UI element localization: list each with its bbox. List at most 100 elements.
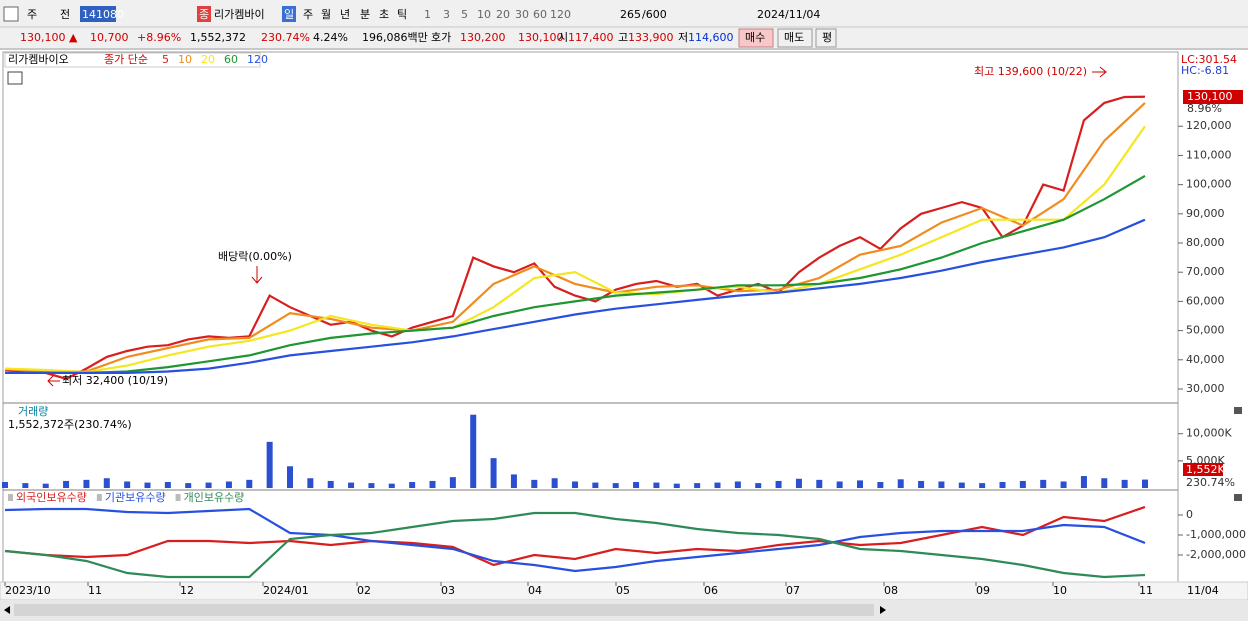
volume-bar [42, 483, 49, 488]
legend-item: 5 [162, 53, 169, 66]
volume-bar [185, 483, 192, 488]
scroll-thumb[interactable] [14, 604, 874, 616]
right-label: 1,552K [1186, 463, 1225, 476]
volume-bar [429, 480, 436, 488]
volume-bar [83, 479, 90, 488]
chart-title: 리가켐바이오 [8, 53, 69, 66]
volume-bar [673, 483, 680, 488]
y-tick-label: 60,000 [1186, 294, 1225, 307]
volume-bar [205, 482, 212, 488]
legend-icon [8, 494, 13, 501]
toolbar-item[interactable]: 초 [379, 8, 389, 21]
toolbar-item[interactable]: 2024/11/04 [757, 8, 820, 21]
panel-icon[interactable] [7, 71, 23, 85]
volume-bar [795, 478, 802, 488]
volume-bar [958, 482, 965, 488]
toolbar-item[interactable]: 전 [60, 8, 70, 21]
volume-bar [877, 482, 884, 488]
y-tick-label: -2,000,000 [1186, 548, 1246, 561]
buy-button[interactable] [738, 28, 774, 48]
toolbar-highlight [80, 6, 116, 22]
legend-item: 20 [201, 53, 215, 66]
panel-close[interactable] [1234, 494, 1242, 501]
toolbar-item[interactable]: 5 [461, 8, 468, 21]
y-tick-label: 110,000 [1186, 148, 1232, 161]
panel-close[interactable] [1234, 407, 1242, 414]
volume-bar [1101, 478, 1108, 488]
volume-bar [124, 481, 131, 488]
legend-item: 10 [178, 53, 192, 66]
annotation: 최고 139,600 (10/22) [974, 65, 1087, 78]
toolbar-item[interactable]: 분 [360, 8, 370, 21]
info-item: 10,700 [90, 31, 129, 44]
volume-bar [1040, 479, 1047, 488]
toolbar-item[interactable]: 주 [303, 8, 313, 21]
info-item: +8.96% [137, 31, 181, 44]
volume-bar [348, 482, 355, 488]
menu-icon[interactable] [3, 6, 19, 22]
volume-bar [388, 483, 395, 488]
x-tick-label: 02 [357, 584, 371, 597]
toolbar-item[interactable]: 월 [321, 8, 331, 21]
toolbar-item[interactable]: 년 [340, 8, 350, 21]
toolbar-item[interactable]: 주 [27, 8, 37, 21]
info-item: 1,552,372 [190, 31, 246, 44]
toolbar-item[interactable]: 265 [620, 8, 641, 21]
x-current-label: 11/04 [1187, 584, 1219, 597]
button[interactable] [815, 28, 837, 48]
x-tick-label: 08 [884, 584, 898, 597]
x-tick-label: 09 [976, 584, 990, 597]
legend-item: 60 [224, 53, 238, 66]
volume-bar [1060, 481, 1067, 488]
right-label: HC:-6.81 [1181, 64, 1229, 77]
volume-bar [2, 482, 8, 488]
volume-bar [266, 441, 273, 488]
toolbar-item[interactable]: 30 [515, 8, 529, 21]
toolbar-item[interactable]: 3 [443, 8, 450, 21]
volume-bar [999, 482, 1006, 488]
info-item: 고 [618, 31, 628, 44]
chart-title: 거래량 [18, 405, 48, 418]
volume-bar [755, 483, 762, 488]
series-line [4, 125, 1146, 374]
y-tick-label: 70,000 [1186, 265, 1225, 278]
y-tick-label: 0 [1186, 508, 1193, 521]
toolbar-item[interactable]: 20 [496, 8, 510, 21]
chart-subtitle: 종가 단순 [104, 53, 148, 66]
arrow [47, 375, 60, 387]
info-item: 4.24% [313, 31, 348, 44]
y-tick-label: 40,000 [1186, 353, 1225, 366]
toolbar-item[interactable]: 141080 [82, 8, 124, 21]
toolbar-item[interactable]: 60 [533, 8, 547, 21]
volume-bar [103, 478, 110, 488]
toolbar-item[interactable]: 리가켐바이 [214, 8, 265, 21]
volume-bar [531, 479, 538, 488]
right-label: 130,100 [1187, 90, 1233, 103]
toolbar-item[interactable]: 120 [550, 8, 571, 21]
arrow [1092, 66, 1107, 78]
x-tick-label: 11 [88, 584, 102, 597]
legend-icon [175, 494, 181, 501]
annotation: 배당락(0.00%) [218, 250, 292, 263]
toolbar-item[interactable]: 틱 [397, 8, 407, 21]
toolbar-item[interactable]: /600 [642, 8, 667, 21]
toolbar-item[interactable]: 10 [477, 8, 491, 21]
series-line [4, 505, 1146, 567]
volume-bar [714, 482, 721, 488]
legend-bg [4, 52, 261, 68]
toolbar-item[interactable]: 종 [199, 8, 209, 21]
button[interactable] [777, 28, 813, 48]
volume-bar [246, 479, 253, 488]
toolbar-item[interactable]: 1 [424, 8, 431, 21]
volume-bar [836, 481, 843, 488]
volume-bar [307, 478, 314, 488]
volume-bar [653, 482, 660, 488]
toolbar-item[interactable]: 일 [284, 7, 294, 21]
right-label: LC:301.54 [1181, 53, 1237, 66]
y-tick-label: 90,000 [1186, 207, 1225, 220]
volume-bar [22, 483, 29, 488]
volume-bar [63, 480, 70, 488]
arrow [251, 266, 263, 284]
y-tick-label: -1,000,000 [1186, 528, 1246, 541]
info-item: 매수 [745, 31, 765, 44]
